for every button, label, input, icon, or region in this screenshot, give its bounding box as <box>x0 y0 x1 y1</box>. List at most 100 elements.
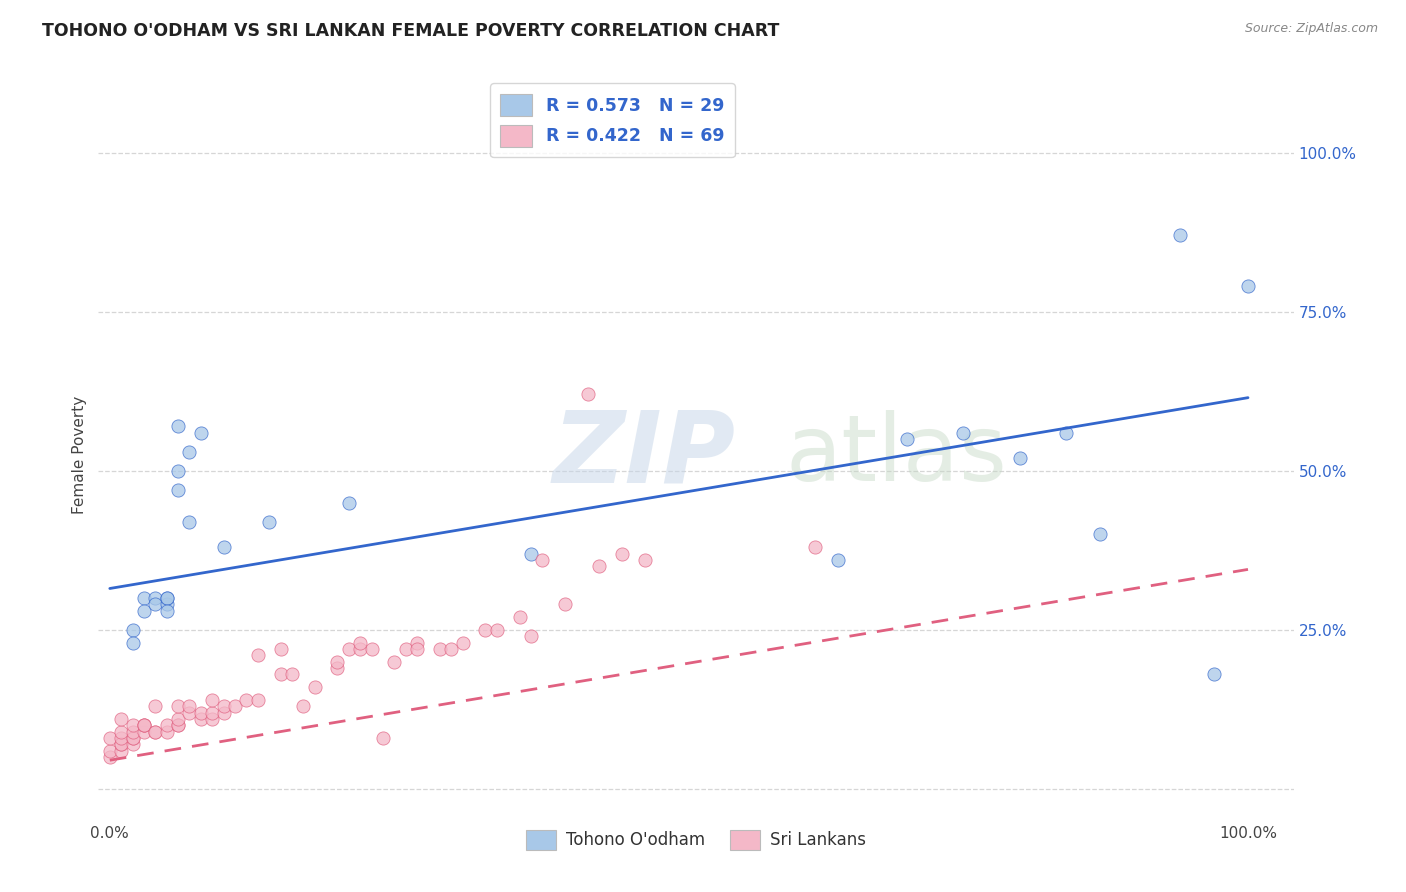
Point <box>121 718 143 732</box>
Point <box>179 515 201 529</box>
Point <box>167 712 190 726</box>
Point <box>1054 425 1077 440</box>
Text: Source: ZipAtlas.com: Source: ZipAtlas.com <box>1244 22 1378 36</box>
Point <box>156 591 179 605</box>
Point <box>382 655 405 669</box>
Point <box>179 699 201 714</box>
Point <box>304 680 326 694</box>
Point <box>349 641 371 656</box>
Point <box>110 737 132 751</box>
Point <box>167 718 190 732</box>
Point <box>337 495 360 509</box>
Point <box>143 724 166 739</box>
Y-axis label: Female Poverty: Female Poverty <box>72 396 87 514</box>
Point <box>520 547 543 561</box>
Point <box>156 598 179 612</box>
Point <box>429 641 451 656</box>
Point <box>143 724 166 739</box>
Point <box>634 553 657 567</box>
Point <box>554 598 576 612</box>
Point <box>292 699 315 714</box>
Point <box>121 731 143 745</box>
Text: ZIP: ZIP <box>553 407 735 503</box>
Point <box>143 591 166 605</box>
Point <box>235 693 257 707</box>
Point <box>98 744 121 758</box>
Point <box>167 718 190 732</box>
Point <box>212 706 235 720</box>
Point <box>167 483 190 497</box>
Point <box>451 635 474 649</box>
Point <box>201 693 224 707</box>
Point <box>509 610 531 624</box>
Point <box>201 712 224 726</box>
Point <box>588 559 610 574</box>
Point <box>201 706 224 720</box>
Point <box>190 712 212 726</box>
Point <box>110 712 132 726</box>
Point <box>246 693 269 707</box>
Point <box>167 464 190 478</box>
Point <box>804 540 827 554</box>
Point <box>224 699 246 714</box>
Point <box>531 553 554 567</box>
Legend: Tohono O'odham, Sri Lankans: Tohono O'odham, Sri Lankans <box>519 823 873 856</box>
Point <box>98 731 121 745</box>
Point <box>132 718 155 732</box>
Point <box>212 699 235 714</box>
Point <box>143 699 166 714</box>
Point <box>110 744 132 758</box>
Point <box>1202 667 1225 681</box>
Point <box>474 623 496 637</box>
Point <box>1237 279 1260 293</box>
Point <box>121 623 143 637</box>
Point <box>952 425 974 440</box>
Point <box>1168 228 1191 243</box>
Point <box>121 724 143 739</box>
Point <box>337 641 360 656</box>
Point <box>520 629 543 643</box>
Point <box>246 648 269 663</box>
Point <box>156 718 179 732</box>
Point <box>179 706 201 720</box>
Point <box>610 547 633 561</box>
Point <box>406 641 429 656</box>
Point <box>98 750 121 764</box>
Point <box>257 515 280 529</box>
Point <box>156 604 179 618</box>
Point <box>167 419 190 434</box>
Point <box>121 635 143 649</box>
Point <box>132 591 155 605</box>
Point <box>143 598 166 612</box>
Point <box>395 641 418 656</box>
Point <box>896 432 918 446</box>
Text: TOHONO O'ODHAM VS SRI LANKAN FEMALE POVERTY CORRELATION CHART: TOHONO O'ODHAM VS SRI LANKAN FEMALE POVE… <box>42 22 779 40</box>
Point <box>485 623 508 637</box>
Text: atlas: atlas <box>786 410 1008 500</box>
Point <box>190 425 212 440</box>
Point <box>110 737 132 751</box>
Point <box>576 387 599 401</box>
Point <box>1010 451 1032 466</box>
Point <box>121 731 143 745</box>
Point <box>1088 527 1111 541</box>
Point <box>167 699 190 714</box>
Point <box>110 731 132 745</box>
Point <box>132 718 155 732</box>
Point <box>156 591 179 605</box>
Point <box>121 737 143 751</box>
Point <box>270 641 292 656</box>
Point <box>132 718 155 732</box>
Point <box>212 540 235 554</box>
Point <box>270 667 292 681</box>
Point <box>440 641 463 656</box>
Point <box>132 724 155 739</box>
Point <box>349 635 371 649</box>
Point <box>827 553 849 567</box>
Point <box>360 641 382 656</box>
Point <box>156 724 179 739</box>
Point <box>110 724 132 739</box>
Point <box>406 635 429 649</box>
Point <box>190 706 212 720</box>
Point <box>179 444 201 458</box>
